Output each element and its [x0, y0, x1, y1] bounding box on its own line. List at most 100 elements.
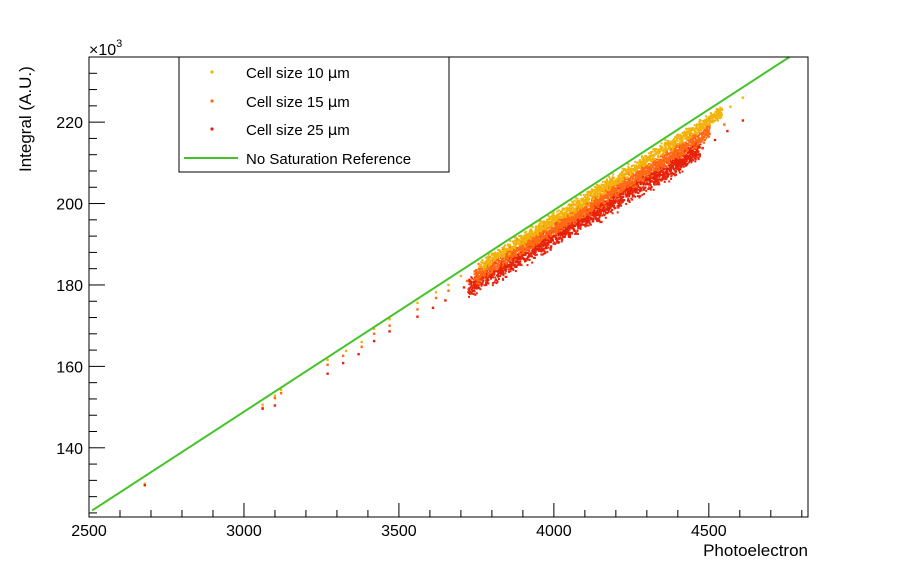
- cloud-point: [671, 141, 674, 144]
- cloud-point: [623, 182, 626, 184]
- cloud-point: [567, 234, 570, 237]
- cloud-point: [655, 170, 658, 173]
- cloud-point: [720, 116, 723, 119]
- cloud-point: [474, 277, 477, 280]
- cloud-point: [569, 234, 572, 237]
- cloud-point: [641, 157, 644, 160]
- cloud-point: [474, 270, 477, 273]
- cloud-point: [602, 206, 605, 209]
- cloud-point: [675, 134, 678, 137]
- cloud-point: [541, 239, 544, 242]
- cloud-point: [668, 166, 671, 169]
- cloud-point: [642, 158, 644, 161]
- cloud-point: [642, 186, 645, 189]
- cloud-point: [631, 186, 634, 189]
- cloud-point: [697, 144, 700, 147]
- cloud-point: [596, 186, 598, 189]
- cloud-point: [612, 204, 614, 207]
- cloud-point: [553, 241, 556, 244]
- cloud-point: [630, 165, 633, 167]
- cloud-point: [510, 256, 513, 259]
- cloud-point: [479, 279, 482, 282]
- cloud-point: [650, 151, 652, 153]
- cloud-point: [470, 276, 473, 279]
- cloud-point: [693, 157, 696, 160]
- cloud-point: [561, 208, 564, 211]
- cloud-point: [548, 228, 551, 231]
- cloud-point: [489, 265, 492, 267]
- cloud-point: [559, 234, 562, 237]
- cloud-point: [664, 158, 667, 161]
- cloud-point: [559, 231, 562, 233]
- cloud-point: [610, 189, 613, 192]
- cloud-point: [601, 214, 604, 217]
- cloud-point: [470, 284, 473, 287]
- cloud-point: [619, 177, 622, 180]
- cloud-point: [691, 159, 693, 161]
- cloud-point: [616, 195, 619, 198]
- cloud-point: [568, 220, 571, 223]
- cloud-point: [667, 156, 670, 159]
- cloud-point: [663, 174, 666, 177]
- cloud-point: [519, 254, 522, 257]
- cloud-point: [481, 281, 484, 284]
- cloud-point: [542, 237, 545, 240]
- cloud-point: [489, 271, 492, 274]
- cloud-point: [627, 180, 630, 183]
- cloud-point: [617, 202, 620, 205]
- cloud-point: [628, 174, 631, 177]
- cloud-point: [611, 192, 614, 195]
- cloud-point: [586, 216, 589, 219]
- cloud-point: [537, 241, 539, 244]
- cloud-point: [629, 188, 632, 191]
- cloud-point: [662, 167, 665, 170]
- cloud-point: [634, 166, 637, 169]
- cloud-point: [697, 123, 700, 126]
- cloud-point: [541, 253, 544, 256]
- cloud-point: [685, 143, 688, 145]
- cloud-point: [595, 203, 598, 206]
- cloud-point: [676, 167, 679, 170]
- cloud-point: [613, 200, 616, 203]
- cloud-point: [580, 207, 583, 210]
- cloud-point: [495, 278, 498, 281]
- cloud-point: [567, 218, 570, 221]
- cloud-point: [652, 169, 655, 172]
- cloud-point: [594, 212, 597, 215]
- cloud-point: [689, 150, 692, 153]
- cloud-point: [561, 210, 564, 213]
- cloud-point: [552, 223, 555, 226]
- cloud-point: [556, 228, 559, 231]
- cloud-point: [569, 216, 571, 219]
- cloud-point: [553, 235, 556, 238]
- cloud-point: [708, 127, 711, 130]
- cloud-point: [583, 196, 586, 198]
- cloud-point: [639, 175, 642, 178]
- cloud-point: [638, 170, 641, 173]
- cloud-point: [604, 196, 607, 199]
- cloud-point: [582, 207, 585, 210]
- cloud-point: [606, 196, 609, 199]
- cloud-point: [520, 248, 523, 251]
- cloud-point: [529, 254, 532, 257]
- cloud-point: [590, 188, 593, 191]
- cloud-point: [520, 234, 523, 237]
- cloud-point: [498, 272, 501, 274]
- cloud-point: [526, 247, 529, 249]
- cloud-point: [517, 261, 520, 264]
- cloud-point: [687, 138, 690, 141]
- cloud-point: [550, 234, 553, 237]
- cloud-point: [697, 126, 700, 129]
- cloud-point: [581, 211, 584, 214]
- cloud-point: [681, 132, 684, 134]
- cloud-point: [491, 257, 494, 260]
- cloud-point: [682, 155, 685, 158]
- cloud-point: [695, 154, 698, 157]
- cloud-point: [679, 138, 682, 141]
- cloud-point: [515, 247, 518, 249]
- cloud-point: [705, 118, 708, 121]
- cloud-point: [620, 204, 623, 207]
- cloud-point: [546, 221, 549, 223]
- cloud-point: [546, 237, 549, 240]
- cloud-point: [674, 148, 677, 151]
